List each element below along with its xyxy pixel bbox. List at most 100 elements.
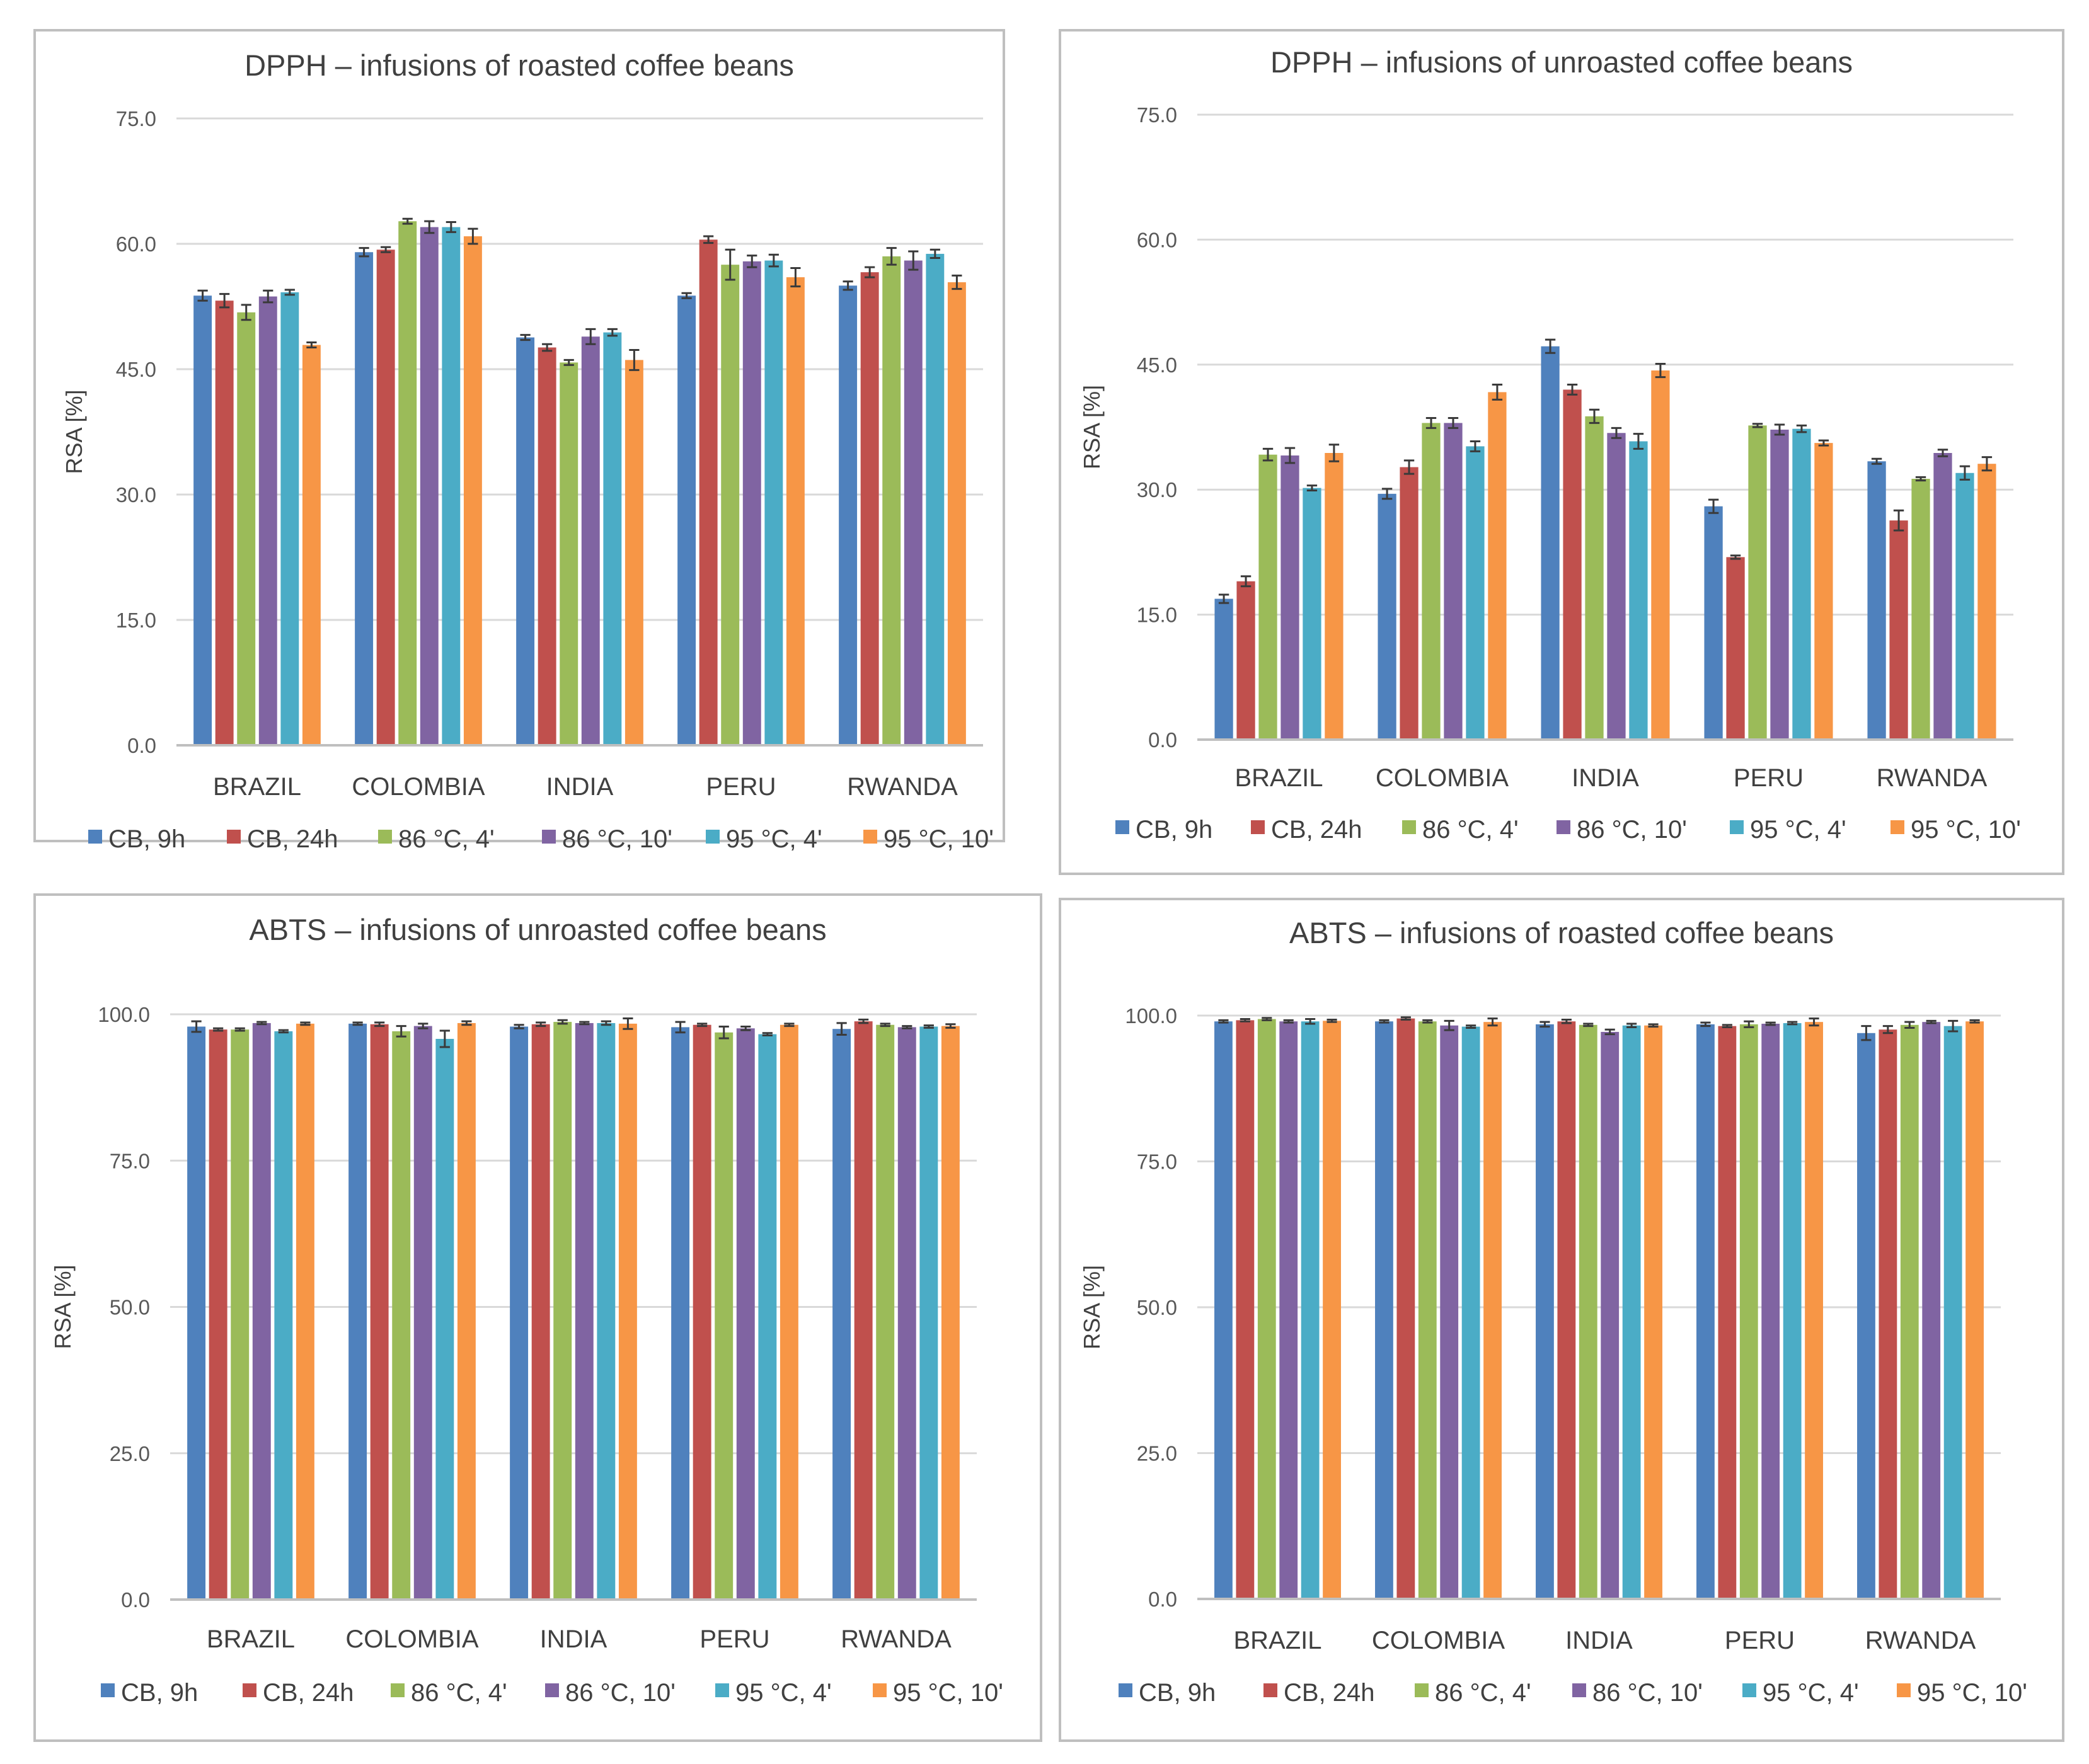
bar-colombia-series-6 (463, 236, 482, 745)
error-bar (1262, 1017, 1272, 1021)
legend-label: 95 °C, 10' (1917, 1679, 2027, 1707)
bar-colombia-series-4 (420, 227, 439, 745)
bar-peru-series-1 (677, 295, 696, 746)
error-bar (1969, 1019, 1980, 1024)
bar-brazil-series-2 (1236, 1020, 1255, 1599)
error-bar (858, 1018, 869, 1024)
bar-peru-series-4 (1770, 429, 1789, 740)
bar-india-series-5 (1629, 441, 1648, 740)
legend-swatch (1115, 820, 1129, 834)
y-tick-label: 75.0 (116, 107, 156, 130)
legend-label: 86 °C, 4' (398, 825, 495, 853)
error-bar (1700, 1021, 1711, 1028)
bar-india-series-3 (560, 362, 578, 745)
chart-title: DPPH – infusions of roasted coffee beans (245, 49, 794, 82)
legend: CB, 9h CB, 24h 86 °C, 4' 86 °C, 10' 95 °C, 4… (1115, 816, 2021, 844)
legend-label: 86 °C, 4' (1422, 816, 1519, 844)
bar-india-series-4 (581, 336, 600, 745)
error-bar (880, 1022, 890, 1028)
y-axis-label: RSA [%] (1079, 1265, 1105, 1349)
error-bar (1809, 1017, 1819, 1027)
bar-peru-series-2 (1718, 1026, 1737, 1599)
error-bar (1466, 1024, 1476, 1029)
error-bar (1722, 1024, 1732, 1029)
bar-rwanda-series-3 (1911, 479, 1930, 740)
bar-india-series-1 (1536, 1024, 1554, 1599)
error-bar (1796, 424, 1807, 433)
error-bar (1765, 1021, 1776, 1026)
category-label: PERU (699, 1625, 769, 1653)
error-bar (836, 1022, 847, 1036)
y-tick-label: 50.0 (110, 1296, 150, 1319)
bar-india-series-2 (1563, 389, 1582, 740)
category-label: INDIA (1572, 764, 1639, 792)
legend-label: 86 °C, 4' (1435, 1679, 1531, 1707)
error-bar (1240, 575, 1252, 588)
error-bar (1648, 1023, 1659, 1028)
legend-swatch (715, 1683, 729, 1697)
legend-label: CB, 24h (1271, 816, 1362, 844)
y-tick-label: 60.0 (1137, 228, 1177, 251)
legend-label: CB, 9h (108, 825, 185, 853)
error-bar (256, 1021, 267, 1026)
chart-title: DPPH – infusions of unroasted coffee bea… (1270, 45, 1853, 79)
legend-swatch (1742, 1683, 1756, 1697)
legend-label: 95 °C, 10' (883, 825, 994, 853)
error-bar (865, 266, 875, 278)
bar-brazil-series-4 (252, 1022, 271, 1600)
bar-rwanda-series-3 (876, 1024, 895, 1600)
bar-rwanda-series-6 (1965, 1021, 1984, 1599)
bar-colombia-series-6 (457, 1022, 476, 1600)
y-tick-label: 75.0 (1137, 103, 1177, 127)
error-bar (703, 235, 714, 244)
legend: CB, 9h CB, 24h 86 °C, 4' 86 °C, 10' 95 °C, 4… (88, 825, 994, 853)
bar-colombia-series-1 (348, 1023, 367, 1600)
error-bar (542, 343, 553, 352)
y-tick-label: 100.0 (98, 1003, 150, 1026)
error-bar (536, 1021, 546, 1028)
bar-rwanda-series-2 (1879, 1029, 1897, 1599)
error-bar (514, 1024, 524, 1029)
bar-india-series-3 (553, 1022, 572, 1600)
error-bar (952, 274, 962, 290)
bar-rwanda-series-2 (854, 1021, 873, 1600)
error-bar (929, 248, 940, 260)
error-bar (1948, 1019, 1959, 1033)
error-bar (1981, 456, 1993, 472)
legend-swatch (101, 1683, 115, 1697)
bar-brazil-series-5 (1303, 488, 1321, 740)
error-bar (1492, 384, 1503, 401)
error-bar (784, 1022, 795, 1028)
bar-peru-series-3 (1748, 425, 1767, 740)
category-label: COLOMBIA (1376, 764, 1509, 792)
bar-india-series-4 (575, 1022, 594, 1600)
y-tick-label: 15.0 (1137, 604, 1177, 627)
error-bar (1774, 423, 1785, 436)
category-label: INDIA (540, 1625, 607, 1653)
error-bar (1487, 1017, 1498, 1027)
bar-colombia-series-4 (1440, 1025, 1459, 1599)
y-tick-label: 25.0 (1137, 1442, 1177, 1465)
bar-brazil-series-6 (1325, 453, 1344, 740)
error-bar (1882, 1025, 1893, 1034)
legend-swatch (873, 1683, 887, 1697)
category-label: INDIA (546, 773, 614, 801)
error-bar (1633, 433, 1644, 450)
bar-colombia-series-6 (1483, 1022, 1502, 1599)
error-bar (902, 1025, 912, 1029)
legend-swatch (88, 830, 102, 844)
error-bar (1328, 444, 1340, 462)
error-bar (1904, 1021, 1915, 1029)
error-bar (747, 255, 757, 268)
bar-india-series-5 (1622, 1025, 1641, 1599)
bar-peru-series-2 (1726, 557, 1745, 740)
bar-rwanda-series-1 (1867, 461, 1886, 740)
legend-swatch (391, 1683, 405, 1697)
error-bar (1381, 488, 1393, 500)
bar-rwanda-series-5 (926, 253, 945, 745)
category-label: COLOMBIA (345, 1625, 478, 1653)
bar-colombia-series-5 (435, 1039, 454, 1600)
bar-peru-series-3 (721, 265, 740, 746)
category-label: RWANDA (847, 773, 958, 801)
